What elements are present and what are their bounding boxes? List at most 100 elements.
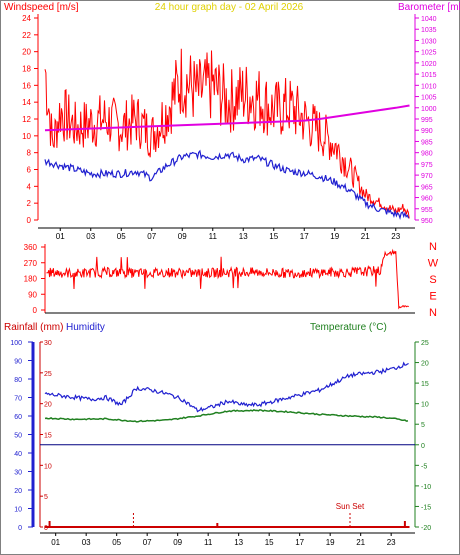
humidity-y-tick-label: 50 [14,433,22,440]
rain-y-tick-label: 20 [44,402,52,409]
compass-label: N [429,307,437,319]
rain-axis-label: Rainfall (mm) [4,322,63,333]
x-tick-label: 19 [330,232,339,241]
series-barometer [44,104,410,132]
temperature-y-tick-label: 10 [421,402,429,409]
x-tick-label: 01 [56,232,65,241]
baro-y-tick-label: 1000 [421,106,437,113]
baro-y-tick-label: 975 [421,162,433,169]
x-tick-label: 01 [51,538,60,547]
direction-y-tick-label: 360 [24,243,38,252]
temperature-y-tick-label: 25 [421,340,429,347]
wind-y-tick-label: 4 [27,182,32,191]
compass-label: S [429,274,436,286]
wind-y-tick-label: 8 [27,149,32,158]
direction-y-tick-label: 180 [24,275,38,284]
temperature-axis-label: Temperature (°C) [310,322,387,333]
humidity-y-tick-label: 20 [14,488,22,495]
baro-y-tick-label: 1030 [421,38,437,45]
direction-y-tick-label: 270 [24,259,38,268]
baro-y-tick-label: 1035 [421,27,437,34]
baro-y-tick-label: 990 [421,128,433,135]
temperature-y-tick-label: -5 [421,463,427,470]
humidity-y-tick-label: 0 [18,525,22,532]
baro-y-tick-label: 985 [421,139,433,146]
wind-y-tick-label: 22 [22,31,31,40]
humidity-y-tick-label: 70 [14,396,22,403]
series-humidity [44,361,409,413]
baro-y-tick-label: 1040 [421,16,437,23]
chart-title: 24 hour graph day - 02 April 2026 [155,2,304,13]
x-tick-label: 23 [391,232,400,241]
humidity-y-tick-label: 80 [14,377,22,384]
x-tick-label: 13 [239,232,248,241]
rain-y-tick-label: 25 [44,371,52,378]
rain-y-tick-label: 15 [44,433,52,440]
x-tick-label: 11 [204,538,213,547]
wind-y-tick-label: 6 [27,166,32,175]
rain-y-tick-label: 0 [44,525,48,532]
series-temperature [44,408,409,423]
direction-y-tick-label: 0 [33,306,38,315]
temperature-y-tick-label: -20 [421,525,431,532]
humidity-y-tick-label: 60 [14,414,22,421]
wind-y-tick-label: 20 [22,48,31,57]
temperature-y-tick-label: 5 [421,422,425,429]
temperature-y-tick-label: 0 [421,443,425,450]
compass-label: W [428,258,439,270]
temperature-y-tick-label: -15 [421,504,431,511]
x-tick-label: 09 [173,538,182,547]
wind-y-tick-label: 12 [22,115,31,124]
x-tick-label: 15 [265,538,274,547]
baro-y-tick-label: 1010 [421,83,437,90]
wind-y-tick-label: 0 [27,216,32,225]
direction-y-tick-label: 90 [28,290,37,299]
x-tick-label: 05 [117,232,126,241]
compass-label: N [429,241,437,253]
wind-y-tick-label: 24 [22,14,31,23]
wind-y-tick-label: 10 [22,132,31,141]
compass-label: E [429,291,436,303]
x-tick-label: 09 [178,232,187,241]
humidity-y-tick-label: 90 [14,359,22,366]
x-tick-label: 03 [86,232,95,241]
x-tick-label: 03 [82,538,91,547]
series-direction [46,248,410,310]
baro-y-tick-label: 955 [421,207,433,214]
humidity-axis-label: Humidity [66,322,105,333]
baro-axis-label: Barometer [mb] [398,2,460,13]
x-tick-label: 21 [361,232,370,241]
x-tick-label: 07 [147,232,156,241]
humidity-y-tick-label: 30 [14,470,22,477]
rain-y-tick-label: 10 [44,463,52,470]
baro-y-tick-label: 1005 [421,95,437,102]
x-tick-label: 23 [387,538,396,547]
wind-y-tick-label: 14 [22,98,31,107]
x-tick-label: 13 [234,538,243,547]
x-tick-label: 15 [269,232,278,241]
baro-y-tick-label: 1025 [421,50,437,57]
x-tick-label: 17 [295,538,304,547]
baro-y-tick-label: 965 [421,184,433,191]
x-tick-label: 21 [356,538,365,547]
baro-y-tick-label: 1015 [421,72,437,79]
baro-y-tick-label: 980 [421,151,433,158]
temperature-y-tick-label: 20 [421,361,429,368]
x-tick-label: 19 [326,538,335,547]
rain-y-tick-label: 5 [44,494,48,501]
sunset-annotation: Sun Set [336,502,365,511]
humidity-y-tick-label: 40 [14,451,22,458]
series-avg-wind [44,149,410,221]
baro-y-tick-label: 1020 [421,61,437,68]
x-tick-label: 17 [300,232,309,241]
humidity-y-tick-label: 100 [10,340,22,347]
baro-y-tick-label: 995 [421,117,433,124]
wind-y-tick-label: 16 [22,81,31,90]
baro-y-tick-label: 960 [421,196,433,203]
temperature-y-tick-label: -10 [421,484,431,491]
wind-axis-label: Windspeed [m/s] [4,2,79,13]
rain-y-tick-label: 30 [44,340,52,347]
humidity-y-tick-label: 10 [14,507,22,514]
